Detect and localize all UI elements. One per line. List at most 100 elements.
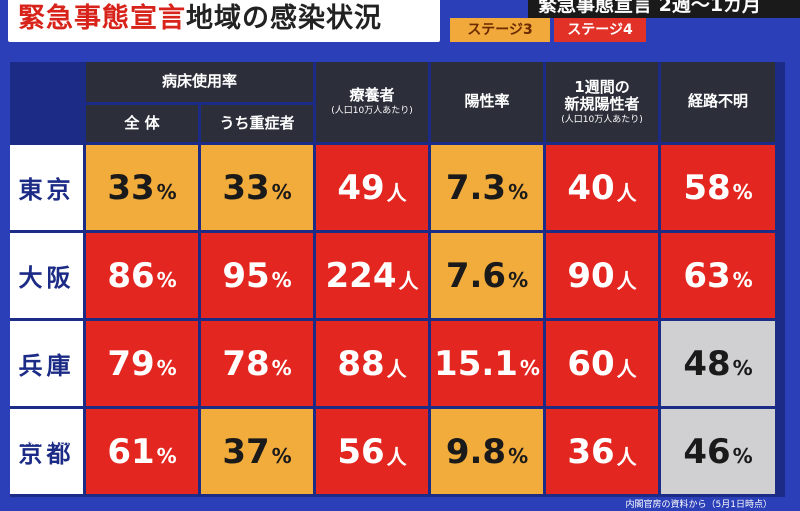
row-label: 東京 <box>10 145 83 230</box>
source-footnote: 内閣官房の資料から（5月1日時点） <box>625 500 772 510</box>
header-bed-usage-label: 病床使用率 <box>161 72 237 91</box>
watermark: 留园社区 6PARK.com <box>10 420 78 448</box>
cell-value: 46 <box>683 431 731 472</box>
title-background <box>8 0 440 42</box>
cell-value: 7.3 <box>445 167 507 208</box>
header-weekly-new: 1週間の 新規陽性者 (人口10万人あたり) <box>546 62 658 142</box>
cell-value: 40 <box>567 167 615 208</box>
table-cell: 33% <box>201 145 313 230</box>
header-bed-all: 全 体 <box>86 105 198 142</box>
cell-value: 37 <box>222 431 270 472</box>
cell-unit: % <box>156 179 177 204</box>
table-cell: 7.3% <box>431 145 543 230</box>
cell-unit: % <box>156 267 177 292</box>
cell-unit: 人 <box>616 269 637 293</box>
top-right-caption: 緊急事態宣言 2週〜1カ月 <box>528 0 800 18</box>
cell-value: 86 <box>107 255 155 296</box>
cell-value: 63 <box>683 255 731 296</box>
cell-unit: % <box>732 443 753 468</box>
header-positivity: 陽性率 <box>431 62 543 142</box>
cell-unit: 人 <box>616 445 637 469</box>
header-bed-all-label: 全 体 <box>124 113 160 132</box>
cell-value: 90 <box>567 255 615 296</box>
row-label: 大阪 <box>10 233 83 318</box>
table-cell: 90 人 <box>546 233 658 318</box>
legend-stage3: ステージ3 <box>450 18 550 42</box>
table-cell: 61% <box>86 409 198 494</box>
cell-value: 49 <box>337 167 385 208</box>
cell-value: 56 <box>337 431 385 472</box>
table-cell: 224 人 <box>316 233 428 318</box>
cell-value: 95 <box>222 255 270 296</box>
cell-unit: % <box>156 443 177 468</box>
table-cell: 36 人 <box>546 409 658 494</box>
cell-unit: % <box>271 179 292 204</box>
table-cell: 46% <box>661 409 775 494</box>
header-bed-severe: うち重症者 <box>201 105 313 142</box>
table-cell: 33% <box>86 145 198 230</box>
header-bed-usage: 病床使用率 <box>86 62 313 102</box>
cell-value: 48 <box>683 343 731 384</box>
cell-unit: % <box>519 355 540 380</box>
cell-unit: 人 <box>616 357 637 381</box>
table-cell: 56 人 <box>316 409 428 494</box>
page-title: 緊急事態宣言地域の感染状況 <box>18 0 382 35</box>
cell-unit: % <box>271 443 292 468</box>
cell-unit: % <box>732 179 753 204</box>
row-label: 京都 <box>10 409 83 494</box>
cell-value: 7.6 <box>445 255 507 296</box>
cell-unit: 人 <box>386 181 407 205</box>
cell-unit: % <box>508 443 529 468</box>
table-cell: 37% <box>201 409 313 494</box>
cell-value: 60 <box>567 343 615 384</box>
cell-value: 15.1 <box>434 343 518 384</box>
table-cell: 60 人 <box>546 321 658 406</box>
cell-value: 78 <box>222 343 270 384</box>
table-cell: 9.8% <box>431 409 543 494</box>
header-unknown-route: 経路不明 <box>661 62 775 142</box>
cell-value: 61 <box>107 431 155 472</box>
cell-unit: 人 <box>398 269 419 293</box>
cell-unit: 人 <box>616 181 637 205</box>
cell-unit: 人 <box>386 357 407 381</box>
cell-unit: % <box>732 267 753 292</box>
cell-value: 9.8 <box>445 431 507 472</box>
title-emergency: 緊急事態宣言 <box>18 3 186 34</box>
cell-unit: % <box>271 355 292 380</box>
header-recuperating-sub: (人口10万人あたり) <box>331 106 413 117</box>
cell-unit: % <box>732 355 753 380</box>
header-bed-severe-label: うち重症者 <box>219 113 295 132</box>
cell-value: 58 <box>683 167 731 208</box>
header-weekly-new-sub: (人口10万人あたり) <box>561 115 643 126</box>
cell-unit: % <box>508 267 529 292</box>
table-cell: 49 人 <box>316 145 428 230</box>
header-positivity-label: 陽性率 <box>464 92 510 111</box>
table-cell: 86% <box>86 233 198 318</box>
header-recuperating-label: 療養者 <box>349 86 395 105</box>
table-cell: 40 人 <box>546 145 658 230</box>
cell-value: 88 <box>337 343 385 384</box>
table-cell: 88 人 <box>316 321 428 406</box>
header-weekly-new-label: 1週間の 新規陽性者 <box>564 77 640 113</box>
cell-value: 79 <box>107 343 155 384</box>
title-rest: 地域の感染状況 <box>186 3 382 34</box>
header-unknown-route-label: 経路不明 <box>687 92 748 111</box>
table-cell: 63% <box>661 233 775 318</box>
table-cell: 15.1% <box>431 321 543 406</box>
row-label: 兵庫 <box>10 321 83 406</box>
legend-stage4: ステージ4 <box>554 18 646 42</box>
cell-value: 224 <box>325 255 397 296</box>
table-cell: 7.6% <box>431 233 543 318</box>
table-cell: 79% <box>86 321 198 406</box>
cell-value: 33 <box>222 167 270 208</box>
infection-status-table: 病床使用率 全 体 うち重症者 療養者 (人口10万人あたり) 陽性率 1週間の… <box>10 62 785 497</box>
cell-value: 36 <box>567 431 615 472</box>
header-recuperating: 療養者 (人口10万人あたり) <box>316 62 428 142</box>
cell-unit: % <box>156 355 177 380</box>
table-cell: 78% <box>201 321 313 406</box>
table-cell: 58% <box>661 145 775 230</box>
cell-value: 33 <box>107 167 155 208</box>
cell-unit: % <box>271 267 292 292</box>
table-cell: 48% <box>661 321 775 406</box>
cell-unit: 人 <box>386 445 407 469</box>
